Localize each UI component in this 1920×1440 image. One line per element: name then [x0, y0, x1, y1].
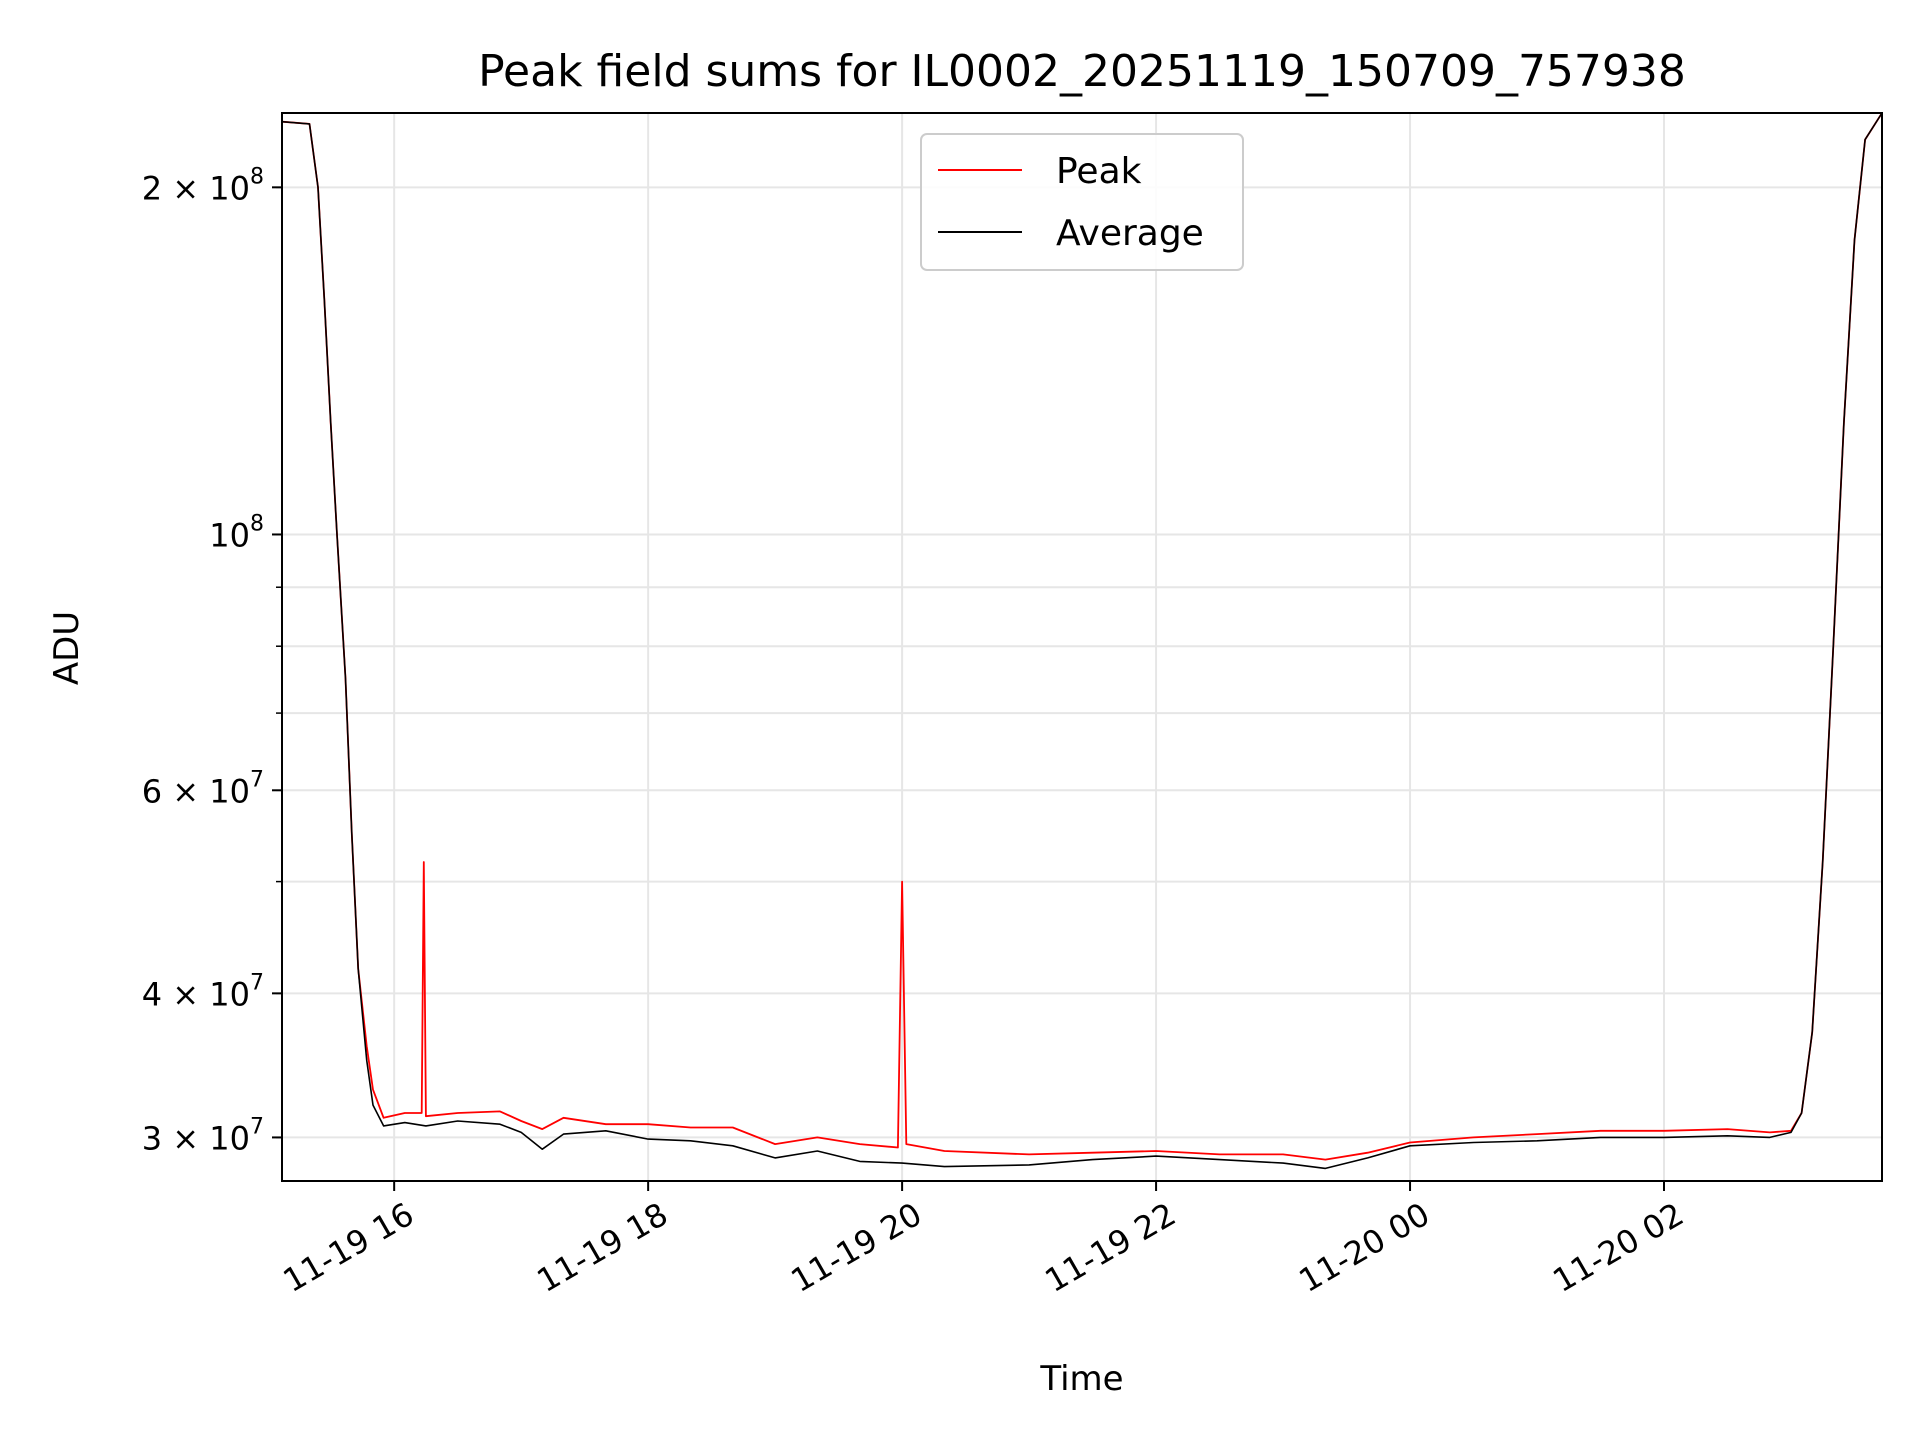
legend-entries: Peak Average	[938, 151, 1204, 254]
x-axis-label: Time	[1039, 1359, 1123, 1399]
y-tick-label: 3 × 107	[142, 1114, 264, 1157]
y-tick-label: 6 × 107	[142, 767, 264, 810]
y-axis-ticks: 2 × 108 108 6 × 107 4 × 107 3 × 107	[142, 164, 282, 1157]
legend-box	[920, 133, 1244, 271]
plot-frame	[281, 112, 1883, 1182]
legend: Peak Average	[920, 133, 1244, 271]
series-layer	[281, 112, 1883, 1170]
y-tick-label: 108	[209, 511, 264, 554]
chart-title: Peak field sums for IL0002_20251119_1507…	[478, 46, 1686, 97]
y-axis-label: ADU	[47, 611, 87, 685]
legend-label-average: Average	[1056, 213, 1204, 254]
series-line-average	[281, 112, 1883, 1170]
y-tick-label: 2 × 108	[142, 164, 264, 207]
legend-label-peak: Peak	[1056, 151, 1142, 192]
series-line-peak	[281, 112, 1883, 1161]
y-tick-label: 4 × 107	[142, 970, 264, 1013]
